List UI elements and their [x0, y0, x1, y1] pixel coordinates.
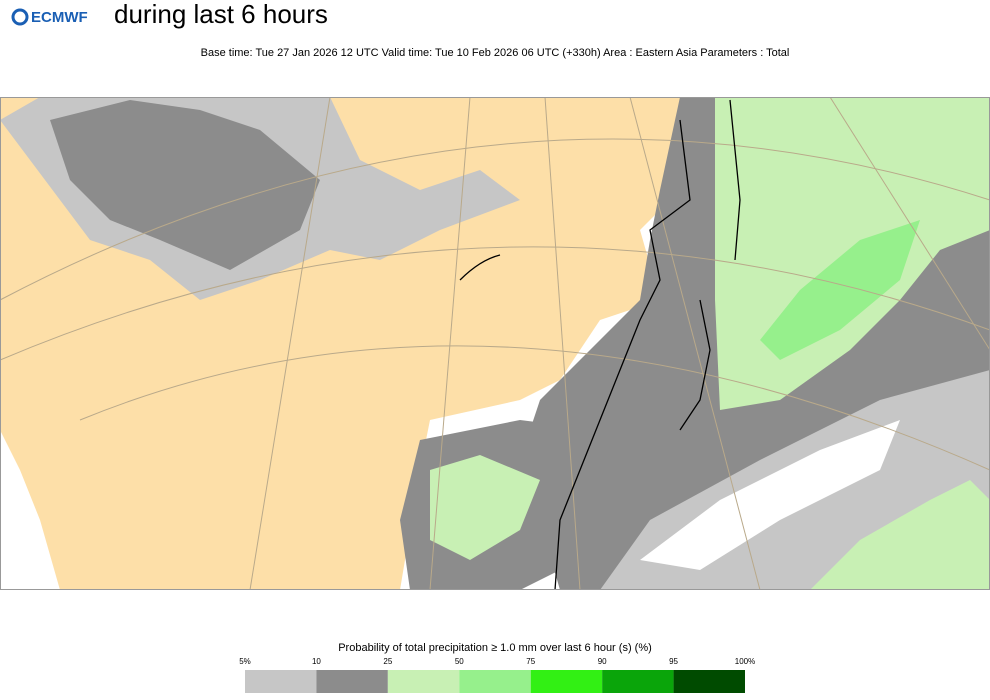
colorbar-label: 25 [383, 657, 392, 666]
graticule [0, 97, 990, 590]
legend-title: Probability of total precipitation ≥ 1.0… [338, 642, 652, 654]
colorbar-segment [530, 670, 603, 693]
colorbar-label: 100% [735, 657, 755, 666]
colorbar-segment [316, 670, 388, 693]
logo: ECMWF [11, 8, 88, 26]
colorbar: 5% 10 25 50 75 90 95 100% [239, 657, 755, 693]
colorbar-label: 50 [455, 657, 464, 666]
medium-probability [50, 100, 320, 270]
map [0, 97, 990, 590]
coastline [459, 99, 741, 590]
colorbar-label: 5% [239, 657, 251, 666]
colorbar-label: 10 [312, 657, 321, 666]
no-precip [640, 420, 900, 570]
higher-probability [760, 220, 920, 360]
title: during last 6 hours [114, 0, 328, 29]
high-probability [810, 480, 990, 590]
colorbar-label: 95 [669, 657, 678, 666]
colorbar-segment [602, 670, 674, 693]
colorbar-label: 75 [526, 657, 535, 666]
colorbar-label: 90 [598, 657, 607, 666]
colorbar-segment [673, 670, 745, 693]
colorbar-segment [245, 670, 317, 693]
logo-icon [11, 8, 29, 26]
colorbar-segment [387, 670, 460, 693]
subtitle: Base time: Tue 27 Jan 2026 12 UTC Valid … [201, 47, 790, 59]
logo-text: ECMWF [31, 9, 88, 26]
colorbar-segment [459, 670, 531, 693]
high-probability [430, 455, 540, 560]
